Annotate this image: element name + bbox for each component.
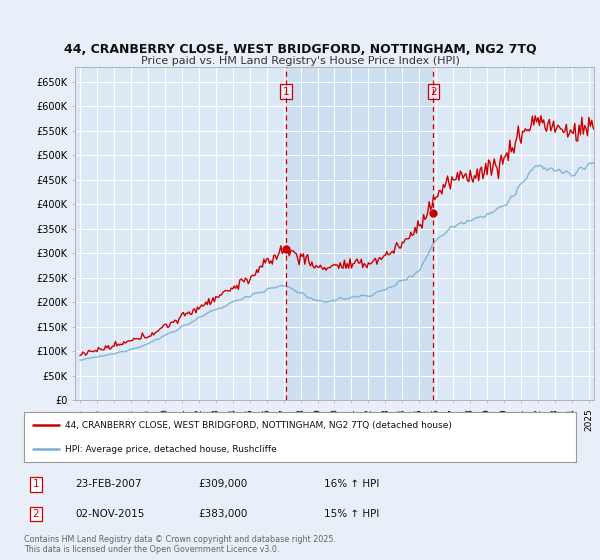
Text: 2: 2 [430, 87, 437, 97]
Text: 15% ↑ HPI: 15% ↑ HPI [324, 509, 379, 519]
Text: 1: 1 [283, 87, 289, 97]
Text: 02-NOV-2015: 02-NOV-2015 [75, 509, 145, 519]
Text: 1: 1 [32, 479, 40, 489]
Text: 44, CRANBERRY CLOSE, WEST BRIDGFORD, NOTTINGHAM, NG2 7TQ (detached house): 44, CRANBERRY CLOSE, WEST BRIDGFORD, NOT… [65, 421, 452, 430]
Bar [286, 67, 433, 400]
Text: 2: 2 [32, 509, 40, 519]
Text: 23-FEB-2007: 23-FEB-2007 [75, 479, 142, 489]
Text: Contains HM Land Registry data © Crown copyright and database right 2025.
This d: Contains HM Land Registry data © Crown c… [24, 535, 336, 554]
Text: £383,000: £383,000 [198, 509, 247, 519]
Text: 44, CRANBERRY CLOSE, WEST BRIDGFORD, NOTTINGHAM, NG2 7TQ: 44, CRANBERRY CLOSE, WEST BRIDGFORD, NOT… [64, 43, 536, 56]
Text: Price paid vs. HM Land Registry's House Price Index (HPI): Price paid vs. HM Land Registry's House … [140, 56, 460, 66]
Text: HPI: Average price, detached house, Rushcliffe: HPI: Average price, detached house, Rush… [65, 445, 277, 454]
Text: 16% ↑ HPI: 16% ↑ HPI [324, 479, 379, 489]
Text: £309,000: £309,000 [198, 479, 247, 489]
